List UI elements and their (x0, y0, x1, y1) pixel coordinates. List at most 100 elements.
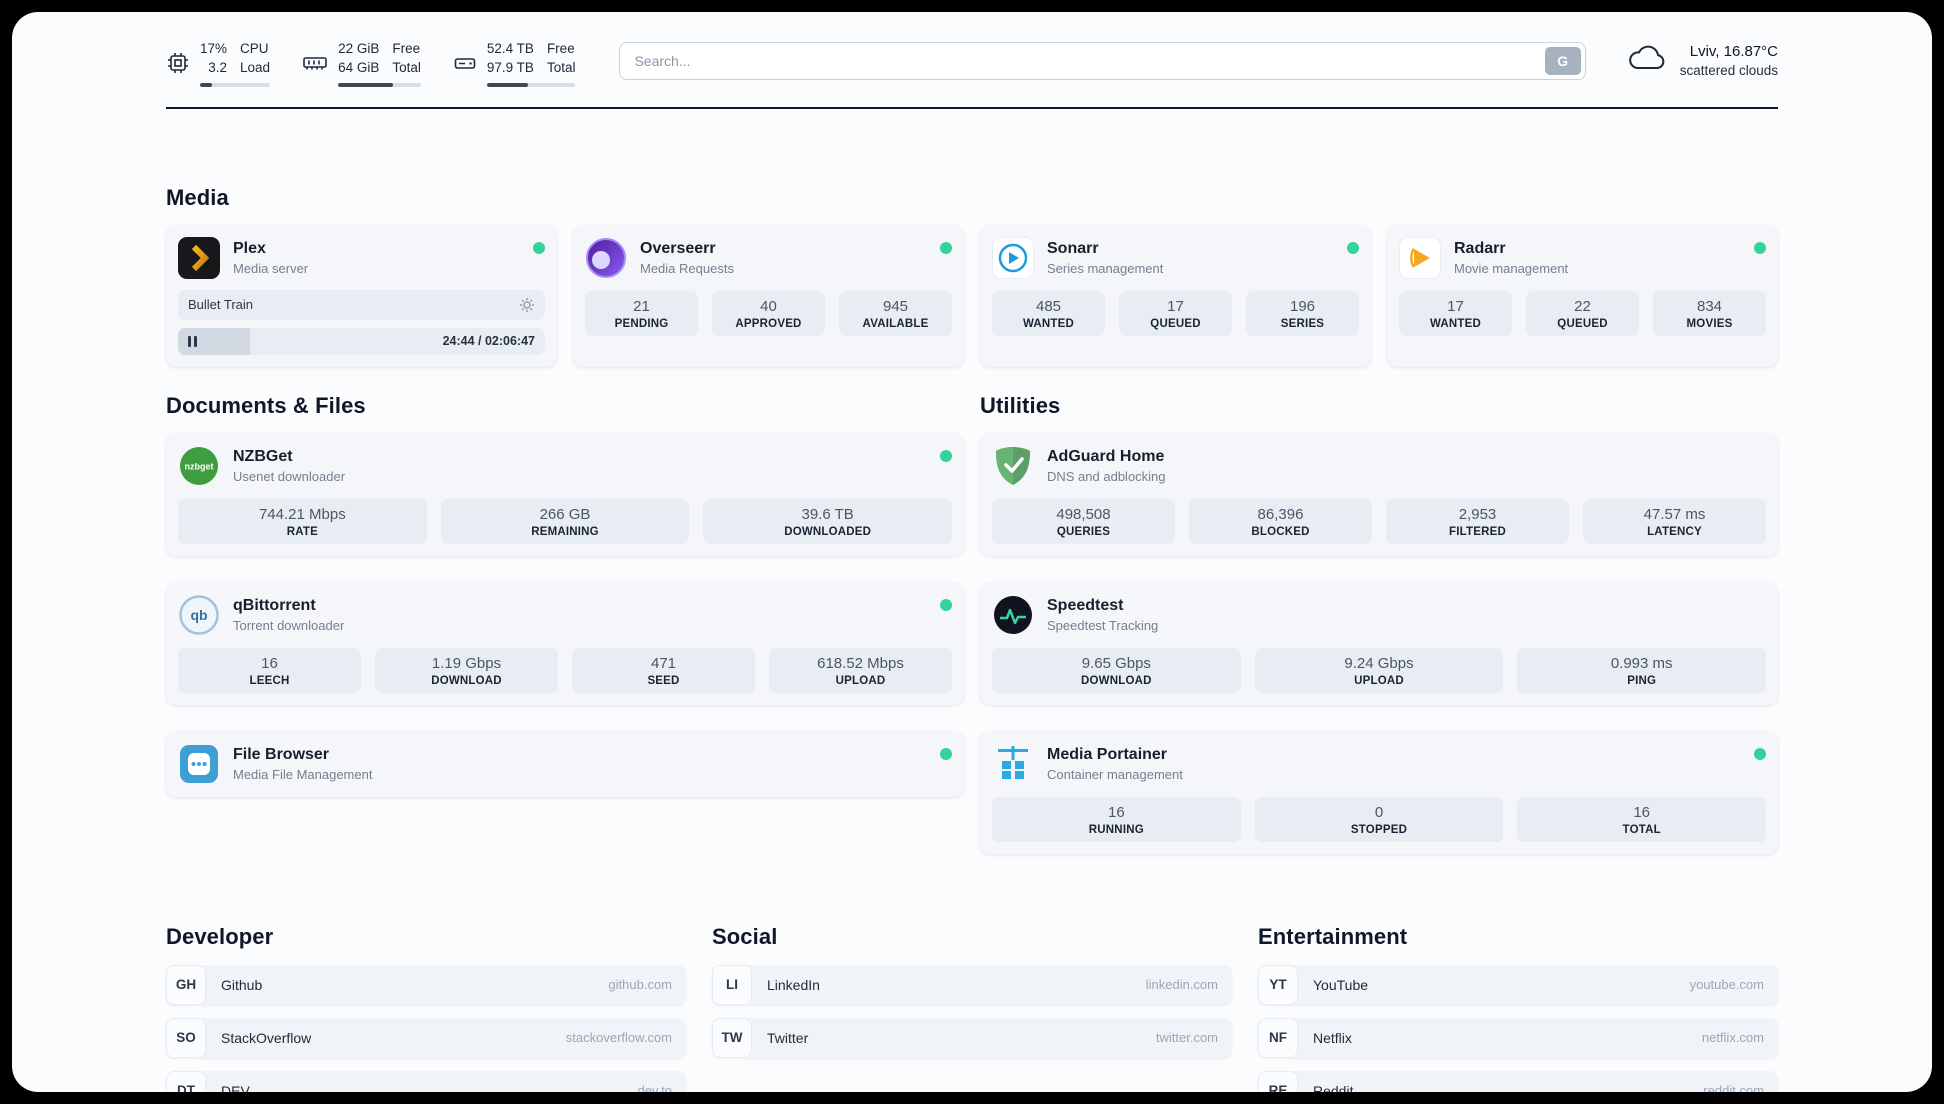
service-card-qbittorrent[interactable]: qb qBittorrent Torrent downloader (166, 581, 964, 705)
service-card-filebrowser[interactable]: File Browser Media File Management (166, 730, 964, 797)
stat-block: 498,508 QUERIES (992, 498, 1175, 544)
radarr-icon (1399, 236, 1441, 279)
section-title-developer: Developer (166, 923, 274, 949)
cloud-icon (1626, 42, 1668, 79)
service-card-radarr[interactable]: Radarr Movie management 17 WANTED 22 QUE… (1387, 224, 1778, 367)
weather-condition: scattered clouds (1679, 63, 1778, 78)
stat-block: 9.65 Gbps DOWNLOAD (992, 647, 1241, 693)
service-name: Speedtest (1047, 596, 1124, 614)
bookmark-youtube[interactable]: YT YouTube youtube.com (1258, 964, 1778, 1005)
bookmark-url: dev.to (637, 1083, 672, 1092)
portainer-icon (992, 743, 1034, 785)
player-progress-bar: 24:44 / 02:06:47 (178, 327, 545, 355)
disk-labels: Free Total (546, 41, 576, 75)
section-media: Media Plex Me (166, 185, 1778, 367)
section-social: Social LI LinkedIn linkedin.com TW Twitt… (712, 924, 1232, 1071)
cpu-values: 17% 3.2 (200, 41, 228, 75)
stat-block: 618.52 Mbps UPLOAD (769, 647, 952, 693)
stat-block: 0.993 ms PING (1517, 647, 1767, 693)
service-subtitle: Series management (1047, 260, 1164, 276)
service-name: qBittorrent (233, 596, 316, 614)
bookmark-stackoverflow[interactable]: SO StackOverflow stackoverflow.com (166, 1017, 686, 1058)
bookmark-name: Github (221, 976, 263, 993)
section-title-social: Social (712, 923, 778, 949)
qbittorrent-icon: qb (178, 594, 220, 636)
stat-block: 47.57 ms LATENCY (1583, 498, 1766, 544)
sonarr-icon (992, 236, 1034, 279)
status-dot (1347, 241, 1359, 254)
section-title-utilities: Utilities (980, 392, 1061, 418)
service-card-plex[interactable]: Plex Media server Bullet Train (166, 224, 557, 367)
service-name: File Browser (233, 745, 330, 763)
header-divider (166, 106, 1778, 109)
bookmark-abbr: TW (712, 1017, 752, 1058)
bookmark-name: StackOverflow (221, 1029, 312, 1046)
search-provider-button[interactable]: G (1544, 47, 1581, 75)
memory-labels: Free Total (392, 41, 421, 75)
bookmark-linkedin[interactable]: LI LinkedIn linkedin.com (712, 964, 1232, 1005)
cpu-widget: 17% 3.2 CPU Load (166, 40, 271, 87)
resource-widgets: 17% 3.2 CPU Load (166, 40, 576, 87)
filebrowser-icon (178, 743, 220, 785)
stat-block: 9.24 Gbps UPLOAD (1254, 647, 1504, 693)
memory-icon (302, 51, 328, 75)
now-playing-bar: Bullet Train (178, 289, 545, 320)
status-dot (940, 241, 952, 254)
bookmark-abbr: RE (1258, 1070, 1298, 1092)
bookmark-name: Reddit (1313, 1082, 1354, 1092)
section-title-media: Media (166, 184, 229, 210)
service-subtitle: Media File Management (233, 766, 373, 782)
service-card-adguard[interactable]: AdGuard Home DNS and adblocking 498,508 … (980, 432, 1778, 556)
section-utilities: Utilities (980, 393, 1778, 854)
service-card-overseerr[interactable]: Overseerr Media Requests 21 PENDING 40 A… (573, 224, 964, 367)
bookmark-url: reddit.com (1703, 1083, 1764, 1092)
service-card-speedtest[interactable]: Speedtest Speedtest Tracking 9.65 Gbps D… (980, 581, 1778, 705)
status-dot (940, 598, 952, 611)
service-name: Overseerr (640, 239, 716, 257)
gear-icon[interactable] (519, 297, 535, 313)
status-dot (940, 747, 952, 760)
stat-block: 39.6 TB DOWNLOADED (703, 498, 953, 544)
bookmark-url: stackoverflow.com (565, 1030, 672, 1046)
service-subtitle: Media server (233, 260, 309, 276)
service-subtitle: Container management (1047, 766, 1183, 782)
section-title-entertainment: Entertainment (1258, 923, 1408, 949)
stat-block: 40 APPROVED (712, 290, 825, 336)
section-documents: Documents & Files nzbget (166, 393, 964, 797)
service-name: Media Portainer (1047, 745, 1168, 763)
memory-values: 22 GiB 64 GiB (338, 41, 380, 75)
section-developer: Developer GH Github github.com SO StackO… (166, 924, 686, 1092)
memory-usage-bar (338, 82, 421, 87)
service-subtitle: Movie management (1454, 260, 1569, 276)
search-bar: G (619, 42, 1586, 80)
bookmark-url: github.com (608, 977, 672, 993)
track-title: Bullet Train (188, 297, 254, 313)
service-name: Radarr (1454, 239, 1506, 257)
stat-block: 16 RUNNING (992, 796, 1241, 842)
plex-icon (178, 236, 220, 279)
stat-block: 196 SERIES (1246, 290, 1359, 336)
service-card-sonarr[interactable]: Sonarr Series management 485 WANTED 17 Q… (980, 224, 1371, 367)
pause-icon[interactable] (188, 335, 197, 347)
bookmark-twitter[interactable]: TW Twitter twitter.com (712, 1017, 1232, 1058)
disk-widget: 52.4 TB 97.9 TB Free Total (453, 40, 576, 87)
bookmark-name: LinkedIn (767, 976, 820, 993)
bookmark-reddit[interactable]: RE Reddit reddit.com (1258, 1070, 1778, 1092)
stat-block: 945 AVAILABLE (839, 290, 952, 336)
section-title-documents: Documents & Files (166, 392, 366, 418)
stat-block: 0 STOPPED (1254, 796, 1504, 842)
bookmark-github[interactable]: GH Github github.com (166, 964, 686, 1005)
bookmark-abbr: GH (166, 964, 206, 1005)
stat-block: 485 WANTED (992, 290, 1105, 336)
service-card-portainer[interactable]: Media Portainer Container management 16 … (980, 730, 1778, 854)
bookmark-dev[interactable]: DT DEV dev.to (166, 1070, 686, 1092)
stat-block: 471 SEED (572, 647, 755, 693)
bookmark-abbr: SO (166, 1017, 206, 1058)
search-input[interactable] (619, 42, 1586, 80)
service-name: Plex (233, 239, 266, 257)
bookmark-netflix[interactable]: NF Netflix netflix.com (1258, 1017, 1778, 1058)
bookmark-abbr: NF (1258, 1017, 1298, 1058)
service-name: AdGuard Home (1047, 447, 1165, 465)
bookmark-name: Netflix (1313, 1029, 1352, 1046)
service-card-nzbget[interactable]: nzbget NZBGet Usenet downloader 74 (166, 432, 964, 556)
